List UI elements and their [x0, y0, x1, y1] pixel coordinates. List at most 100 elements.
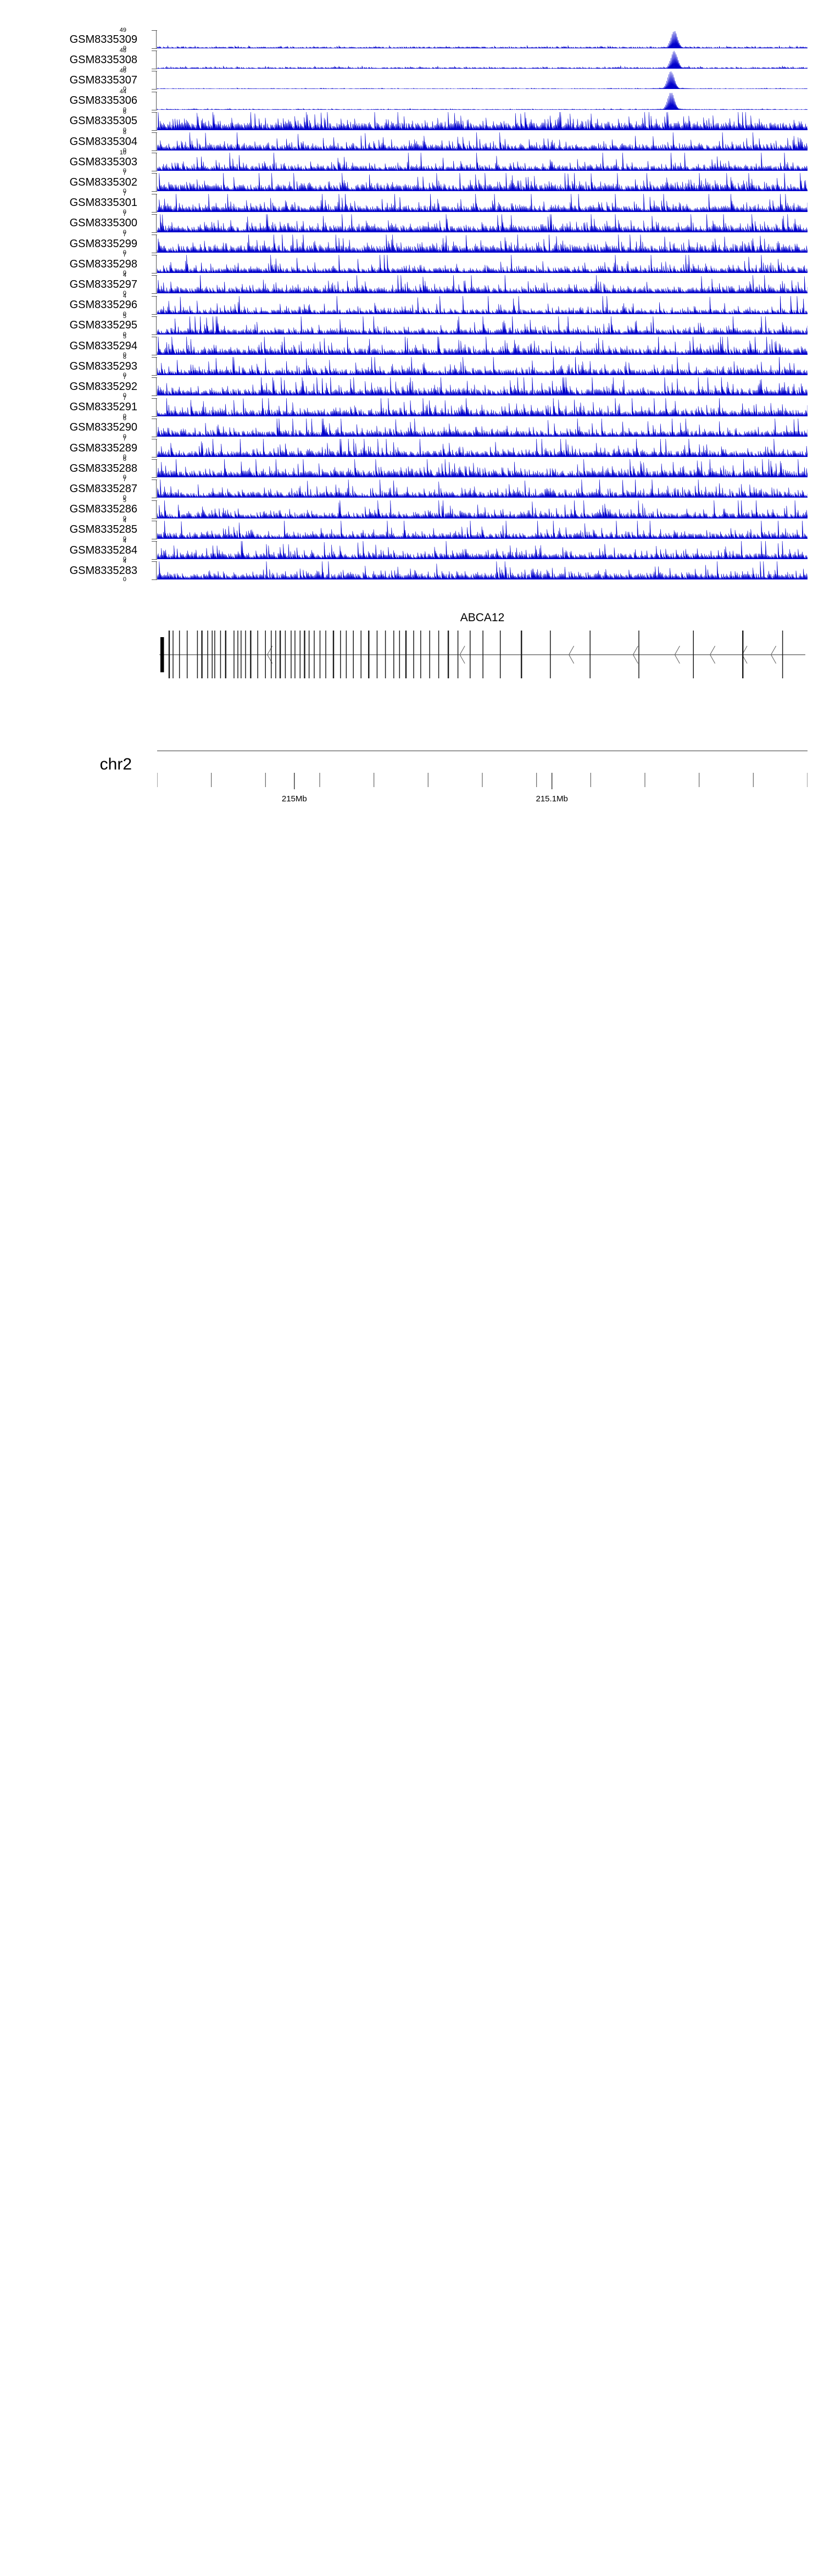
coverage-histogram	[157, 357, 808, 376]
exon	[275, 631, 276, 679]
track-label: GSM8335290	[69, 421, 137, 434]
gene-model-svg	[159, 631, 805, 679]
exon	[482, 631, 483, 679]
coverage-plot-area	[157, 479, 808, 498]
y-axis-line	[156, 561, 157, 580]
exon	[405, 631, 407, 679]
axis-tick-label: 215.1Mb	[536, 794, 568, 804]
coverage-track: GSM8335306 44 0	[0, 88, 824, 113]
y-axis-max-label: 48	[119, 47, 126, 54]
coverage-plot-area	[157, 214, 808, 232]
coverage-histogram	[157, 398, 808, 416]
exon	[207, 631, 208, 679]
track-label: GSM8335304	[69, 135, 137, 148]
y-axis-tick	[152, 579, 157, 581]
y-axis-line	[156, 398, 157, 416]
y-axis-min-label: 0	[123, 352, 126, 358]
y-axis-min-label: 0	[123, 310, 126, 317]
exon	[413, 631, 414, 679]
coverage-track: GSM8335288 6 0	[0, 456, 824, 481]
coverage-track: GSM8335296 4 0	[0, 292, 824, 317]
exon	[782, 631, 783, 679]
exon	[294, 631, 296, 679]
exon	[447, 631, 449, 679]
utr-block	[160, 637, 164, 673]
coverage-plot-area	[157, 193, 808, 212]
y-axis-min-label: 0	[123, 147, 126, 154]
coverage-histogram	[157, 173, 808, 192]
coverage-plot-area	[157, 337, 808, 355]
y-axis-max-label: 44	[119, 88, 126, 95]
coverage-track: GSM8335284 4 0	[0, 538, 824, 562]
coverage-plot-area	[157, 398, 808, 416]
y-axis-tick	[152, 30, 157, 31]
track-label: GSM8335286	[69, 503, 137, 516]
y-axis-max-label: 7	[123, 374, 126, 381]
y-axis-min-label: 0	[123, 576, 126, 583]
gene-model-body	[157, 626, 808, 681]
exon	[214, 631, 215, 679]
coverage-track: GSM8335285 4 0	[0, 517, 824, 542]
y-axis-line	[156, 51, 157, 69]
track-label: GSM8335289	[69, 442, 137, 454]
y-axis-tick	[152, 459, 157, 460]
coverage-track: GSM8335299 7 0	[0, 231, 824, 256]
y-axis-min-label: 0	[123, 65, 126, 73]
y-axis-min-label: 0	[123, 45, 126, 52]
coverage-track: GSM8335289 7 0	[0, 436, 824, 460]
y-axis-min-label: 0	[123, 535, 126, 542]
y-axis-line	[156, 111, 157, 130]
y-axis-min-label: 0	[123, 454, 126, 460]
exon	[319, 631, 321, 679]
coverage-plot-area	[157, 51, 808, 69]
y-axis-max-label: 4	[123, 558, 126, 565]
exon	[304, 631, 305, 679]
track-label: GSM8335307	[69, 74, 137, 86]
y-axis-max-label: 7	[123, 231, 126, 238]
y-axis-line	[156, 275, 157, 294]
y-axis-tick	[152, 477, 157, 478]
track-label: GSM8335285	[69, 523, 137, 536]
coverage-histogram	[157, 377, 808, 396]
coverage-histogram	[157, 295, 808, 314]
track-label: GSM8335306	[69, 94, 137, 107]
coverage-histogram	[157, 316, 808, 334]
y-axis-max-label: 7	[123, 394, 126, 402]
coverage-histogram	[157, 235, 808, 253]
y-axis-line	[156, 255, 157, 274]
exon	[368, 631, 370, 679]
exon	[521, 631, 522, 679]
y-axis-min-label: 0	[123, 270, 126, 277]
y-axis-tick	[152, 479, 157, 481]
coverage-plot-area	[157, 92, 808, 110]
exon	[340, 631, 341, 679]
y-axis-line	[156, 30, 157, 48]
coverage-plot-area	[157, 316, 808, 334]
chromosome-axis-body: 215Mb 215.1Mb	[157, 741, 808, 826]
coverage-plot-area	[157, 173, 808, 192]
coverage-histogram	[157, 255, 808, 274]
y-axis-max-label: 4	[123, 292, 126, 299]
exon	[308, 631, 310, 679]
y-axis-tick	[152, 541, 157, 542]
coverage-histogram	[157, 51, 808, 69]
y-axis-line	[156, 439, 157, 457]
exon	[265, 631, 266, 679]
y-axis-line	[156, 235, 157, 253]
coverage-plot-area	[157, 377, 808, 396]
coverage-plot-area	[157, 71, 808, 90]
coverage-histogram	[157, 418, 808, 437]
y-axis-min-label: 0	[123, 290, 126, 297]
y-axis-min-label: 0	[123, 168, 126, 175]
coverage-histogram	[157, 111, 808, 130]
y-axis-tick	[152, 214, 157, 215]
track-label: GSM8335288	[69, 462, 137, 475]
coverage-track: GSM8335286 5 0	[0, 497, 824, 521]
exon	[314, 631, 315, 679]
coverage-histogram	[157, 71, 808, 90]
y-axis-max-label: 7	[123, 252, 126, 259]
track-label: GSM8335293	[69, 360, 137, 372]
exon	[291, 631, 292, 679]
coverage-plot-area	[157, 541, 808, 559]
y-axis-min-label: 0	[123, 556, 126, 562]
